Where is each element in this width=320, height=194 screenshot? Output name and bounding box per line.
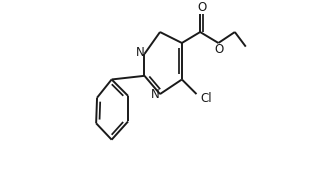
- Text: N: N: [136, 46, 144, 59]
- Text: O: O: [197, 1, 206, 14]
- Text: O: O: [215, 43, 224, 56]
- Text: Cl: Cl: [200, 92, 212, 105]
- Text: N: N: [151, 88, 160, 101]
